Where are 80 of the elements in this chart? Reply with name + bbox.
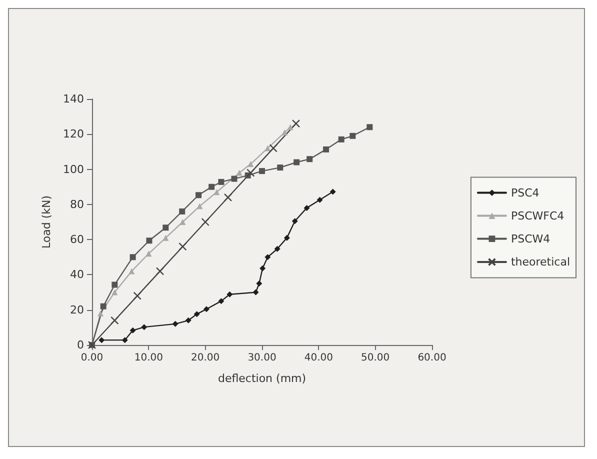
x-tick-label: 0.00 xyxy=(80,352,104,364)
point xyxy=(316,196,323,203)
point xyxy=(248,161,254,168)
point xyxy=(146,238,152,244)
point xyxy=(172,320,178,327)
x-tick-label: 30.00 xyxy=(248,352,276,364)
point xyxy=(231,176,238,182)
x-tick-label: 40.00 xyxy=(304,352,333,364)
point xyxy=(196,192,202,198)
x-tick-label: 50.00 xyxy=(361,352,390,364)
point xyxy=(214,189,220,196)
point xyxy=(130,254,136,260)
point xyxy=(196,203,203,210)
y-tick-label: 140 xyxy=(63,92,84,106)
x-axis-title: deflection (mm) xyxy=(218,372,306,385)
point xyxy=(236,170,242,176)
point xyxy=(292,218,298,224)
point xyxy=(112,289,118,296)
point xyxy=(128,268,135,274)
x-tick-label: 20.00 xyxy=(191,352,220,364)
point xyxy=(287,124,294,130)
point xyxy=(218,178,224,185)
y-tick-label: 80 xyxy=(70,198,84,211)
point xyxy=(162,234,169,241)
point xyxy=(264,145,271,152)
point xyxy=(274,246,280,252)
point xyxy=(208,184,215,190)
point xyxy=(292,120,300,128)
point xyxy=(146,250,152,257)
point xyxy=(178,242,187,251)
point xyxy=(141,324,148,330)
point xyxy=(133,292,142,300)
point xyxy=(130,327,136,334)
y-axis-title: Load (kN) xyxy=(40,195,54,249)
point xyxy=(122,337,128,344)
point xyxy=(330,188,336,195)
point xyxy=(284,234,290,241)
point xyxy=(294,159,300,166)
legend-label: PSCW4 xyxy=(510,232,550,246)
point xyxy=(194,311,200,318)
point xyxy=(112,282,118,288)
legend-label: PSCWFC4 xyxy=(510,209,564,222)
point xyxy=(98,310,104,316)
point xyxy=(156,267,164,276)
point xyxy=(224,193,232,202)
point xyxy=(259,168,265,174)
point xyxy=(98,337,105,344)
legend-label: theoretical xyxy=(510,256,570,268)
point xyxy=(304,204,310,211)
y-tick-label: 120 xyxy=(63,128,84,141)
y-tick-label: 100 xyxy=(63,162,84,176)
point xyxy=(179,208,186,214)
y-tick-label: 20 xyxy=(70,303,84,316)
point xyxy=(269,144,278,152)
point xyxy=(323,146,330,152)
point xyxy=(252,289,259,296)
point xyxy=(338,136,344,142)
point xyxy=(264,254,271,260)
point xyxy=(246,168,255,177)
point xyxy=(277,164,284,171)
point xyxy=(100,303,106,310)
x-tick-label: 10.00 xyxy=(134,352,163,364)
x-tick-label: 60.00 xyxy=(418,352,446,364)
point xyxy=(201,218,210,226)
y-tick-label: 60 xyxy=(70,233,84,246)
point xyxy=(162,224,169,231)
point xyxy=(256,280,262,286)
point xyxy=(226,291,233,298)
legend-label: PSC4 xyxy=(510,186,540,200)
point xyxy=(260,265,266,272)
point xyxy=(350,132,356,139)
point xyxy=(203,306,210,312)
point xyxy=(185,317,192,324)
point xyxy=(110,316,119,324)
y-tick-label: 0 xyxy=(77,338,84,352)
y-tick-label: 40 xyxy=(70,268,84,282)
point xyxy=(282,129,288,136)
point xyxy=(306,156,313,162)
point xyxy=(218,298,224,304)
point xyxy=(366,124,373,130)
